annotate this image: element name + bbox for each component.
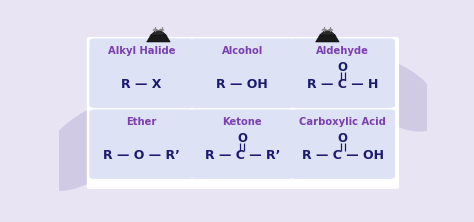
Text: R — X: R — X [121, 78, 162, 91]
FancyBboxPatch shape [87, 37, 399, 189]
Text: O: O [338, 61, 348, 74]
Text: R — OH: R — OH [216, 78, 268, 91]
FancyBboxPatch shape [190, 38, 294, 108]
Text: Ketone: Ketone [222, 117, 262, 127]
Ellipse shape [37, 102, 140, 191]
Text: Aldehyde: Aldehyde [317, 46, 369, 56]
Ellipse shape [353, 58, 442, 132]
Polygon shape [316, 35, 339, 42]
Text: R — O — R’: R — O — R’ [103, 149, 180, 162]
Text: R — C — H: R — C — H [307, 78, 379, 91]
FancyBboxPatch shape [291, 109, 395, 179]
Text: O: O [237, 132, 247, 145]
Polygon shape [146, 35, 170, 42]
Text: Alkyl Halide: Alkyl Halide [108, 46, 175, 56]
Polygon shape [320, 31, 335, 35]
FancyBboxPatch shape [291, 38, 395, 108]
Text: Carboxylic Acid: Carboxylic Acid [300, 117, 386, 127]
Polygon shape [151, 31, 166, 35]
Text: Alcohol: Alcohol [221, 46, 263, 56]
FancyBboxPatch shape [90, 109, 194, 179]
Text: R — C — R’: R — C — R’ [204, 149, 280, 162]
Text: R — C — OH: R — C — OH [302, 149, 384, 162]
FancyBboxPatch shape [190, 109, 294, 179]
Text: Ether: Ether [127, 117, 157, 127]
FancyBboxPatch shape [90, 38, 194, 108]
Text: O: O [338, 132, 348, 145]
